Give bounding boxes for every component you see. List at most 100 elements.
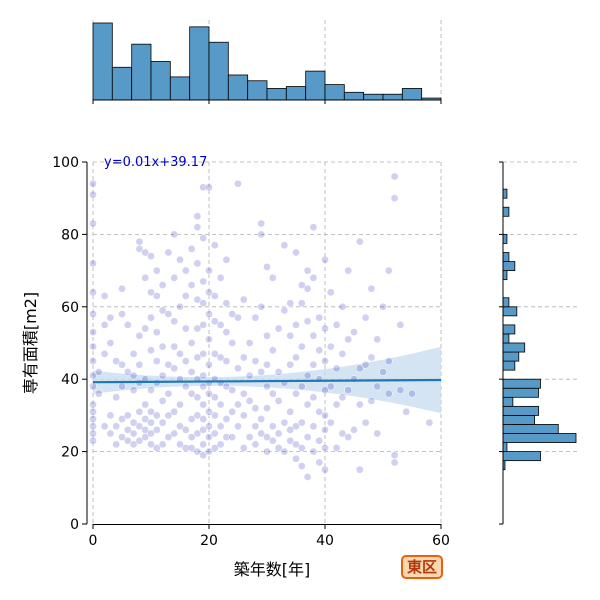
scatter-point xyxy=(181,444,190,452)
scatter-point xyxy=(350,426,358,434)
scatter-point xyxy=(141,273,150,282)
scatter-point xyxy=(181,266,190,275)
scatter-point xyxy=(181,357,190,365)
scatter-point xyxy=(245,397,254,405)
top-hist-bar xyxy=(208,41,229,101)
scatter-point xyxy=(297,299,306,308)
scatter-point xyxy=(152,444,161,452)
scatter-point xyxy=(257,429,266,438)
scatter-point xyxy=(205,266,213,275)
top-hist-bar xyxy=(401,88,423,101)
scatter-point xyxy=(344,386,353,394)
right-hist-bar xyxy=(502,378,541,389)
scatter-point xyxy=(199,451,208,460)
scatter-point xyxy=(390,451,399,460)
scatter-point xyxy=(129,371,138,380)
scatter-point xyxy=(123,321,132,329)
scatter-point xyxy=(367,397,376,405)
right-hist-bar xyxy=(502,333,510,344)
scatter-point xyxy=(152,292,161,300)
scatter-point xyxy=(205,360,213,369)
scatter-point xyxy=(268,273,277,282)
scatter-point xyxy=(263,360,271,369)
scatter-point xyxy=(205,389,213,398)
scatter-point xyxy=(239,411,248,420)
right-hist-bar xyxy=(502,324,516,335)
scatter-point xyxy=(147,440,155,449)
scatter-point xyxy=(280,306,289,315)
right-hist-bar xyxy=(502,387,539,398)
scatter-point xyxy=(216,273,225,282)
scatter-point xyxy=(234,179,242,188)
top-hist-bar xyxy=(169,76,191,101)
scatter-point xyxy=(297,382,306,391)
scatter-point xyxy=(292,454,300,463)
y-tick-label: 20 xyxy=(61,445,79,461)
scatter-point xyxy=(297,444,306,452)
scatter-point xyxy=(303,317,312,326)
scatter-point xyxy=(123,436,132,445)
scatter-point xyxy=(239,444,248,452)
scatter-point xyxy=(268,422,277,431)
scatter-point xyxy=(193,212,202,221)
scatter-point xyxy=(350,328,358,336)
scatter-point xyxy=(158,397,167,405)
scatter-point xyxy=(112,357,121,365)
scatter-point xyxy=(187,368,196,376)
scatter-point xyxy=(222,299,231,308)
scatter-point xyxy=(210,350,219,358)
scatter-point xyxy=(112,440,121,449)
right-hist-bar xyxy=(502,351,520,362)
regression-line xyxy=(92,378,442,384)
scatter-point xyxy=(193,353,202,362)
scatter-point xyxy=(263,433,271,441)
scatter-point xyxy=(129,350,138,358)
scatter-point xyxy=(170,317,179,326)
y-axis-label: 専有面積[m2] xyxy=(21,292,40,394)
scatter-point xyxy=(321,357,329,365)
scatter-point xyxy=(263,382,271,391)
scatter-point xyxy=(263,331,271,340)
scatter-point xyxy=(193,447,202,456)
scatter-point xyxy=(292,389,300,398)
scatter-point xyxy=(228,407,237,416)
scatter-point xyxy=(245,339,254,347)
scatter-point xyxy=(193,259,202,268)
top-hist-bar xyxy=(92,22,113,101)
scatter-point xyxy=(257,302,266,311)
right-hist-bar xyxy=(502,433,577,443)
scatter-point xyxy=(332,364,341,373)
scatter-point xyxy=(89,357,97,365)
scatter-point xyxy=(350,375,358,384)
scatter-point xyxy=(274,429,283,438)
x-axis-label: 築年数[年] xyxy=(234,560,311,579)
scatter-point xyxy=(338,302,347,311)
right-hist-bar xyxy=(502,306,518,317)
scatter-point xyxy=(187,444,196,452)
scatter-point xyxy=(106,339,115,347)
scatter-point xyxy=(193,429,202,438)
scatter-point xyxy=(89,436,97,445)
scatter-point xyxy=(292,353,300,362)
scatter-point xyxy=(286,331,295,340)
scatter-point xyxy=(118,284,126,293)
scatter-point xyxy=(205,447,213,456)
scatter-point xyxy=(297,462,306,470)
scatter-point xyxy=(152,357,161,365)
scatter-point xyxy=(129,386,138,394)
scatter-point xyxy=(89,371,97,380)
scatter-point xyxy=(297,281,306,289)
scatter-point xyxy=(205,183,213,192)
scatter-point xyxy=(321,444,329,452)
scatter-point xyxy=(228,433,237,441)
scatter-point xyxy=(321,386,329,394)
scatter-point xyxy=(321,465,329,474)
top-hist-bar xyxy=(285,86,307,101)
scatter-point xyxy=(141,415,150,423)
scatter-point xyxy=(135,360,144,369)
scatter-point xyxy=(193,411,202,420)
scatter-point xyxy=(89,288,97,297)
scatter-point xyxy=(112,422,121,431)
y-tick-label: 100 xyxy=(52,155,79,171)
